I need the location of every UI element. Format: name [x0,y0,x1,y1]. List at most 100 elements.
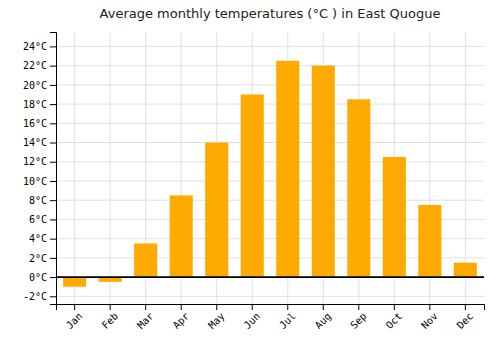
tick: Sep [348,304,369,331]
tick-label: May [206,310,227,331]
tick: Jan [64,304,85,331]
tick-mark [50,85,56,86]
grid-line [56,123,484,124]
tick-mark [145,304,146,310]
tick-mark [50,143,56,144]
tick-mark [216,304,217,310]
tick-label: Aug [313,310,334,331]
tick-label: Sep [348,310,369,331]
tick: Aug [313,304,334,331]
tick-mark [50,66,56,67]
tick-mark [50,277,56,278]
bar [312,66,335,277]
tick: 24°C [23,41,56,52]
tick-label: Nov [419,310,440,331]
axis-line [50,33,57,305]
zero-line [56,276,484,278]
tick: 18°C [23,99,56,110]
tick: 14°C [23,137,56,148]
grid-line [56,180,484,181]
grid-line [56,104,484,105]
tick-label: Feb [100,310,121,331]
tick-mark [110,304,111,310]
tick-label: 18°C [23,99,47,110]
tick-mark [50,123,56,124]
tick-mark [323,304,324,310]
tick-mark [465,304,466,310]
tick-label: 2°C [29,253,47,264]
tick-mark [394,304,395,310]
bar [347,99,370,277]
bar [276,61,299,277]
tick-label: 12°C [23,156,47,167]
axis-line [57,305,485,311]
tick-label: 0°C [29,272,47,283]
tick-label: 20°C [23,80,47,91]
grid-line [56,200,484,201]
tick: 10°C [23,176,56,187]
tick-mark [287,304,288,310]
x-axis: Jan Feb Mar Apr May Jun Jul Aug Sep Oct Nov Dec [57,304,485,331]
tick: May [206,304,227,331]
grid-line [74,32,75,304]
tick: -2°C [23,291,56,302]
grid-line [56,142,484,143]
tick-label: 16°C [23,118,47,129]
bar [170,195,193,277]
tick-mark [50,104,56,105]
tick-mark [50,239,56,240]
title: Average monthly temperatures (°C ) in Ea… [100,6,441,21]
tick-label: Jan [64,310,85,331]
grid-line [56,296,484,297]
y-axis: -2°C 0°C 2°C 4°C 6°C 8°C 10°C 12°C 14°C 16°C 18°C 2… [23,33,57,305]
tick-label: Jul [277,310,298,331]
tick-label: 22°C [23,60,47,71]
grid-line [110,32,111,304]
grid-line [56,84,484,85]
tick-label: Jun [242,310,263,331]
tick: 4°C [29,233,56,244]
tick: Apr [171,304,192,331]
tick: 2°C [29,253,56,264]
bar [241,94,264,277]
tick: 20°C [23,80,56,91]
tick-mark [50,258,56,259]
tick-label: 24°C [23,41,47,52]
grid-line [56,161,484,162]
bar [134,243,157,277]
tick-label: Oct [384,310,405,331]
tick: 8°C [29,195,56,206]
tick-mark [50,200,56,201]
tick-mark [358,304,359,310]
tick: 0°C [29,272,56,283]
tick: Jul [277,304,298,331]
tick: 6°C [29,214,56,225]
tick-mark [74,304,75,310]
tick-mark [50,219,56,220]
bar [383,157,406,277]
tick-label: 10°C [23,176,47,187]
tick-label: Dec [455,310,476,331]
bar [205,143,228,278]
tick-label: Mar [135,310,156,331]
tick: Mar [135,304,156,331]
grid-line [56,46,484,47]
tick-mark [50,296,56,297]
bar [454,263,477,277]
tick: Oct [384,304,405,331]
tick-mark [252,304,253,310]
tick: 22°C [23,60,56,71]
plot-area [56,61,484,287]
grid-line [56,277,484,278]
tick-label: 6°C [29,214,47,225]
tick-label: 4°C [29,233,47,244]
tick-mark [50,181,56,182]
bar [418,205,441,277]
tick: Feb [100,304,121,331]
tick-mark [181,304,182,310]
bar [63,277,86,287]
tick: Jun [242,304,263,331]
tick: 16°C [23,118,56,129]
grid [56,32,484,304]
tick: Dec [455,304,476,331]
